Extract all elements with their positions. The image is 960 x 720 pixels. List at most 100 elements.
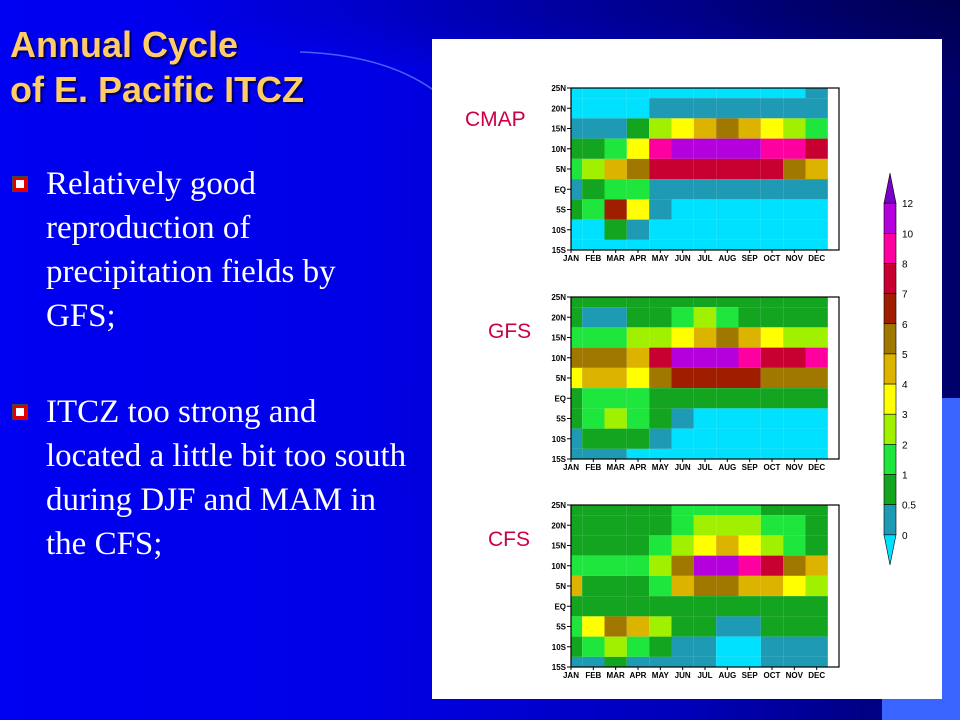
heatmap-cell [783,179,806,200]
heatmap-cell [783,535,806,556]
heatmap-cell [604,408,627,429]
heatmap-cell [582,98,605,119]
heatmap-cell [805,158,828,180]
bullet-item: Relatively good reproduction of precipit… [10,162,410,338]
heatmap-cell [760,327,784,348]
heatmap-cell [693,505,717,516]
heatmap-cell [693,307,717,328]
heatmap-cell [604,448,627,459]
heatmap-cell [760,428,784,449]
y-tick-label: 20N [551,104,566,113]
heatmap-cell [604,307,627,328]
heatmap-cell [760,596,784,617]
heatmap-cell [626,616,650,637]
heatmap-cell [716,367,739,389]
heatmap-cell [604,596,627,617]
heatmap-cell [805,555,828,576]
x-tick-label: FEB [585,254,601,263]
heatmap-cell [582,636,605,657]
heatmap-cell [738,555,761,576]
heatmap-cell [805,98,828,119]
heatmap-cell [783,367,806,389]
x-tick-label: SEP [742,671,759,680]
x-tick-label: APR [630,254,647,263]
heatmap-cell [571,327,583,348]
heatmap-cell [693,347,717,368]
heatmap-cell [649,535,672,556]
colorbar-label: 12 [902,199,914,210]
heatmap-cell [738,98,761,119]
heatmap-cell [738,636,761,657]
bullet-text: Relatively good reproduction of precipit… [46,166,336,334]
heatmap-cell [693,575,717,597]
heatmap-cell [649,515,672,536]
heatmap-cell [571,138,583,159]
heatmap-cell [760,575,784,597]
heatmap-cell [738,575,761,597]
heatmap-cell [693,88,717,99]
heatmap-cell [571,428,583,449]
heatmap-cell [649,98,672,119]
x-tick-label: DEC [808,463,825,472]
colorbar-label: 6 [902,320,908,331]
heatmap-cell [604,118,627,139]
heatmap-cell [716,297,739,308]
y-tick-label: EQ [554,394,566,403]
heatmap-cell [805,535,828,556]
heatmap-cell [671,408,694,429]
x-tick-label: MAR [607,463,625,472]
heatmap-cell [783,428,806,449]
heatmap-cell [604,219,627,240]
heatmap-cell [716,199,739,220]
slide-title: Annual Cycle of E. Pacific ITCZ [10,22,304,112]
heatmap-cell [805,596,828,617]
heatmap-cell [760,555,784,576]
heatmap-cell [649,408,672,429]
heatmap-cell [604,515,627,536]
heatmap-cell [738,616,761,637]
heatmap-cell [805,219,828,240]
heatmap-cell [760,158,784,180]
heatmap-cell [805,138,828,159]
heatmap-cell [571,88,583,99]
heatmap-cell [738,88,761,99]
heatmap-cell [783,505,806,516]
heatmap-cell [582,307,605,328]
heatmap-cell [671,118,694,139]
heatmap-cell [582,297,605,308]
heatmap-cell [671,388,694,409]
heatmap-cell [582,158,605,180]
y-tick-label: 10S [552,435,567,444]
heatmap-cell [571,575,583,597]
x-tick-label: SEP [742,254,759,263]
x-tick-label: JAN [563,254,579,263]
heatmap-cell [649,307,672,328]
heatmap-cell [649,367,672,389]
colorbar-label: 1 [902,471,908,482]
heatmap-cell [760,535,784,556]
y-tick-label: 5S [556,415,566,424]
x-tick-label: AUG [718,463,736,472]
heatmap-cell [805,428,828,449]
x-tick-label: APR [630,463,647,472]
heatmap-cell [671,179,694,200]
heatmap-cell [738,239,761,250]
heatmap-cell [649,448,672,459]
heatmap-cell [582,327,605,348]
heatmap-cell [716,118,739,139]
heatmap-cell [783,138,806,159]
heatmap-cell [604,555,627,576]
heatmap-cell [626,347,650,368]
heatmap-cell [671,505,694,516]
x-tick-label: MAY [652,463,670,472]
heatmap-cell [604,297,627,308]
heatmap-cell [738,448,761,459]
heatmap-cell [571,347,583,368]
heatmap-cell [738,219,761,240]
heatmap-cell [649,636,672,657]
heatmap-cell [693,98,717,119]
y-tick-label: 10S [552,643,567,652]
colorbar-label: 0 [902,531,908,542]
y-tick-label: EQ [554,602,566,611]
